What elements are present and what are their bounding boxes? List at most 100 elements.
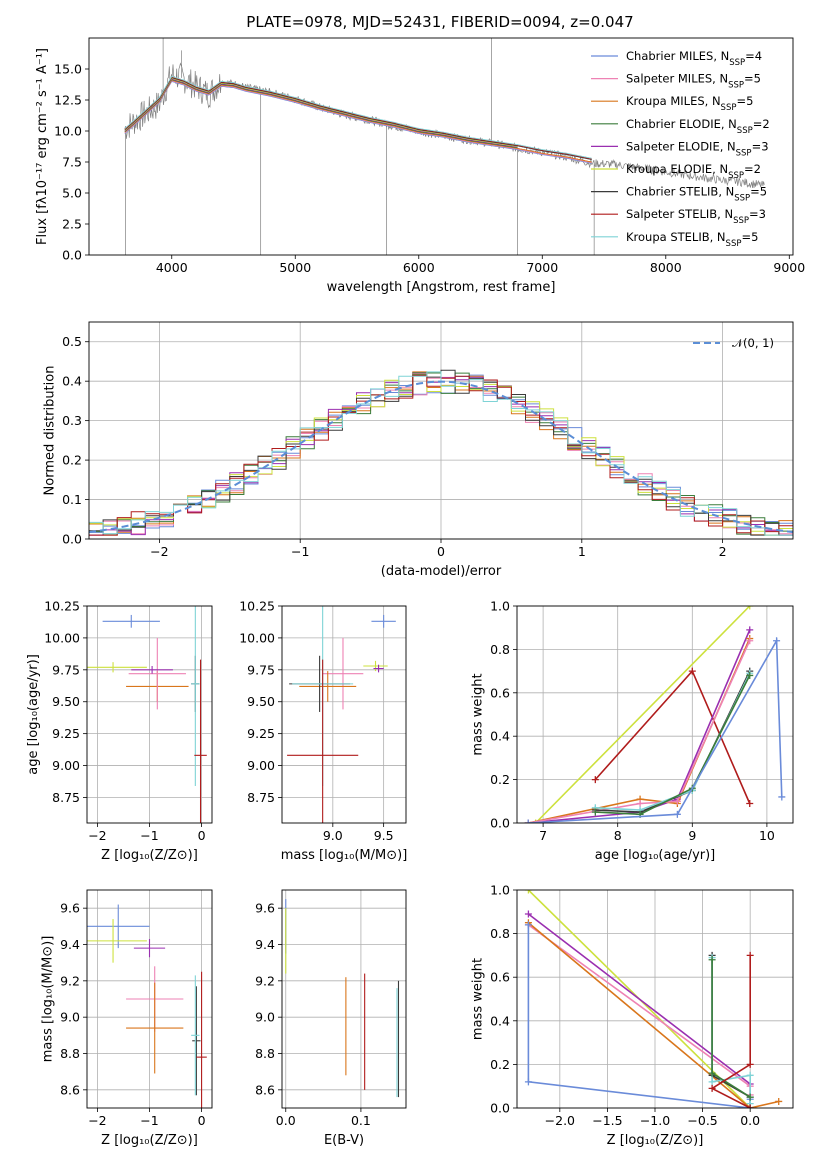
y-tick-label: 9.25 xyxy=(247,726,275,741)
y-tick-label: 9.2 xyxy=(60,973,80,988)
axes-frame xyxy=(516,605,794,824)
y-tick-label: 10.25 xyxy=(239,599,275,614)
data-point xyxy=(775,1097,783,1105)
y-tick-label: 0.0 xyxy=(62,532,82,547)
weight-line xyxy=(595,675,751,816)
weight-line xyxy=(535,606,751,823)
data-point xyxy=(746,637,754,645)
data-point xyxy=(591,808,599,816)
data-point xyxy=(673,810,681,818)
y-tick-label: 9.75 xyxy=(52,662,80,677)
y-tick-label: 2.5 xyxy=(62,217,82,232)
panel-weight-vs-Z: −2.0 −1.5 −1.0 −0.5 0.0 0.0 0.2 0.4 0.6 0.8 1.0 Z [… xyxy=(470,883,794,1148)
x-tick-label: 0.1 xyxy=(351,1113,371,1128)
data-point xyxy=(636,799,644,807)
legend-entry: 𝒩(0, 1) xyxy=(732,336,774,350)
x-axis-label: (data-model)/error xyxy=(381,564,502,579)
data-point xyxy=(746,951,754,959)
x-tick-label: 0.0 xyxy=(740,1113,760,1128)
y-tick-label: 9.2 xyxy=(255,973,275,988)
panel-mass-vs-Z: −2 −1 0 8.6 8.8 9.0 9.2 9.4 9.6 Z [log₁₀(Z/Z⊙)] ma… xyxy=(40,889,213,1148)
y-tick-label: 9.00 xyxy=(52,758,80,773)
x-axis-label: Z [log₁₀(Z/Z⊙)] xyxy=(607,1133,704,1148)
y-tick-label: 0.3 xyxy=(62,413,82,428)
x-tick-label: −1 xyxy=(140,1113,158,1128)
y-axis-label: Normed distribution xyxy=(42,366,57,496)
x-tick-label: 7 xyxy=(539,828,547,843)
y-tick-label: 1.0 xyxy=(490,883,510,898)
plot-area-weight-vs-Z xyxy=(524,890,783,1108)
y-tick-label: 0.1 xyxy=(62,492,82,507)
y-axis-label: mass weight xyxy=(470,673,485,755)
x-tick-label: 9 xyxy=(688,828,696,843)
axes-frame xyxy=(88,321,794,540)
x-tick-label: 2 xyxy=(719,544,727,559)
x-tick-label: 9.0 xyxy=(323,828,343,843)
y-axis-label: mass weight xyxy=(470,958,485,1040)
y-tick-label: 8.8 xyxy=(255,1046,275,1061)
data-point xyxy=(746,626,754,634)
y-tick-label: 9.75 xyxy=(247,662,275,677)
panel-age-vs-mass: 9.0 9.5 8.75 9.00 9.25 9.50 9.75 10.00 10.25 mass… xyxy=(239,599,407,864)
spectrum-model-line xyxy=(124,76,592,160)
x-tick-label: 10 xyxy=(759,828,775,843)
y-tick-label: 0.8 xyxy=(490,642,510,657)
x-tick-label: −1 xyxy=(140,828,158,843)
data-point xyxy=(524,819,532,823)
data-point xyxy=(708,1069,716,1077)
y-tick-label: 8.6 xyxy=(255,1082,275,1097)
data-point xyxy=(524,1078,532,1086)
y-tick-label: 0.4 xyxy=(62,374,82,389)
panel-residuals: −2 −1 0 1 2 0.0 0.1 0.2 0.3 0.4 0.5 (data-model)/er… xyxy=(42,321,794,579)
y-tick-label: 9.0 xyxy=(255,1010,275,1025)
y-tick-label: 8.8 xyxy=(60,1046,80,1061)
x-tick-label: −2 xyxy=(88,828,106,843)
residual-histogram xyxy=(89,371,793,536)
x-tick-label: 1 xyxy=(578,544,586,559)
y-tick-label: 9.25 xyxy=(52,726,80,741)
data-point xyxy=(708,1078,716,1086)
weight-line xyxy=(528,637,783,823)
x-axis-label: Z [log₁₀(Z/Z⊙)] xyxy=(101,848,198,863)
figure-title: PLATE=0978, MJD=52431, FIBERID=0094, z=0… xyxy=(246,13,633,31)
data-point xyxy=(708,956,716,964)
data-point xyxy=(524,910,532,918)
y-tick-label: 9.00 xyxy=(247,758,275,773)
x-tick-label: 0.0 xyxy=(276,1113,296,1128)
data-point xyxy=(673,797,681,805)
spectrum-model-line xyxy=(124,75,592,159)
x-axis-label: age [log₁₀(age/yr)] xyxy=(595,848,716,863)
y-axis-label: age [log₁₀(age/yr)] xyxy=(26,654,41,775)
x-tick-label: 0 xyxy=(198,1113,206,1128)
y-tick-label: 10.00 xyxy=(239,630,275,645)
y-tick-label: 0.2 xyxy=(490,772,510,787)
spectrum-model-line xyxy=(124,78,518,149)
data-point xyxy=(746,1071,754,1079)
panel-age-vs-Z: −2 −1 0 8.75 9.00 9.25 9.50 9.75 10.00 10.25 Z [lo… xyxy=(26,599,213,863)
x-axis-label: wavelength [Angstrom, rest frame] xyxy=(327,280,556,295)
x-axis-label: E(B-V) xyxy=(324,1133,364,1148)
y-tick-label: 0.6 xyxy=(490,685,510,700)
x-tick-label: −0.5 xyxy=(687,1113,717,1128)
y-axis-label: Flux [fλ10⁻¹⁷ erg cm⁻² s⁻¹ A⁻¹] xyxy=(35,48,50,245)
y-tick-label: 12.5 xyxy=(54,93,82,108)
plot-area-mass-vs-EBV xyxy=(285,899,400,1098)
data-point xyxy=(778,793,786,801)
spectrum-model-line xyxy=(124,80,592,164)
data-point xyxy=(708,1084,716,1092)
gaussian-curve xyxy=(89,380,793,534)
plot-area-age-vs-mass xyxy=(287,606,396,823)
data-point xyxy=(746,799,754,807)
plot-area-mass-vs-Z xyxy=(87,904,207,1108)
x-tick-label: 5000 xyxy=(279,260,311,275)
y-tick-label: 0.2 xyxy=(62,453,82,468)
y-tick-label: 8.6 xyxy=(60,1082,80,1097)
spectrum-model-line xyxy=(124,79,592,163)
y-tick-label: 9.50 xyxy=(247,694,275,709)
data-point xyxy=(746,1093,754,1101)
data-point xyxy=(524,890,532,894)
y-tick-label: 9.0 xyxy=(60,1010,80,1025)
y-tick-label: 0.5 xyxy=(62,334,82,349)
y-tick-label: 0.4 xyxy=(490,1013,510,1028)
